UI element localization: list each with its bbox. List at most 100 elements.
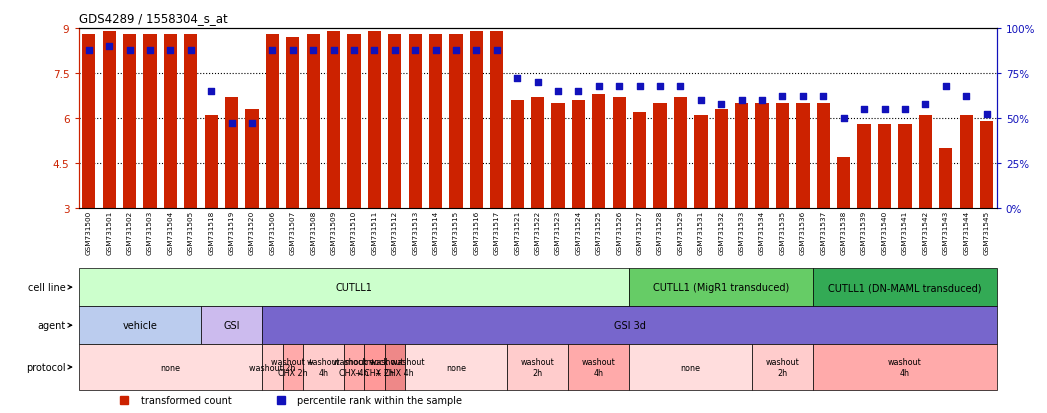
Text: GSM731510: GSM731510: [351, 210, 357, 254]
Point: [182, 47, 199, 54]
Bar: [837, 158, 850, 209]
Text: washout
4h: washout 4h: [582, 358, 616, 377]
Point: [692, 97, 709, 104]
Bar: [103, 32, 116, 209]
Text: GSM731520: GSM731520: [249, 210, 255, 254]
Bar: [184, 35, 198, 209]
Text: GSM731513: GSM731513: [413, 210, 418, 254]
Point: [489, 47, 506, 54]
Bar: [531, 98, 544, 209]
Bar: [735, 104, 749, 209]
Text: GSM731525: GSM731525: [596, 210, 602, 254]
Point: [407, 47, 424, 54]
Text: GSM731537: GSM731537: [820, 210, 826, 254]
Bar: [752, 344, 814, 390]
Text: GSM731529: GSM731529: [677, 210, 684, 254]
Bar: [388, 35, 401, 209]
Point: [917, 101, 934, 108]
Text: GSM731514: GSM731514: [432, 210, 439, 254]
Bar: [286, 38, 299, 209]
Text: GSM731542: GSM731542: [922, 210, 929, 254]
Text: mock washout
+ CHX 2h: mock washout + CHX 2h: [346, 358, 404, 377]
Text: GDS4289 / 1558304_s_at: GDS4289 / 1558304_s_at: [79, 12, 227, 25]
Point: [366, 47, 383, 54]
Bar: [262, 344, 283, 390]
Point: [876, 107, 893, 113]
Text: GSM731512: GSM731512: [392, 210, 398, 254]
Point: [326, 47, 342, 54]
Text: GSM731503: GSM731503: [147, 210, 153, 254]
Point: [346, 47, 362, 54]
Point: [978, 112, 995, 119]
Point: [836, 115, 852, 122]
Bar: [898, 125, 912, 209]
Bar: [384, 344, 405, 390]
Bar: [572, 101, 585, 209]
Point: [305, 47, 321, 54]
Point: [550, 88, 566, 95]
Text: GSM731517: GSM731517: [494, 210, 499, 254]
Text: washout +
CHX 4h: washout + CHX 4h: [333, 358, 376, 377]
Bar: [817, 104, 830, 209]
Text: GSI 3d: GSI 3d: [614, 320, 645, 330]
Text: GSM731544: GSM731544: [963, 210, 970, 254]
Bar: [877, 125, 891, 209]
Point: [121, 47, 138, 54]
Bar: [303, 344, 343, 390]
Text: agent: agent: [38, 320, 66, 330]
Point: [264, 47, 281, 54]
Bar: [612, 98, 626, 209]
Bar: [122, 35, 136, 209]
Text: GSM731500: GSM731500: [86, 210, 92, 254]
Text: washout
2h: washout 2h: [765, 358, 799, 377]
Point: [591, 83, 607, 90]
Text: GSM731508: GSM731508: [310, 210, 316, 254]
Point: [631, 83, 648, 90]
Point: [162, 47, 179, 54]
Bar: [694, 116, 708, 209]
Text: washout
4h: washout 4h: [307, 358, 340, 377]
Text: GSM731524: GSM731524: [576, 210, 581, 254]
Text: GSM731526: GSM731526: [617, 210, 622, 254]
Text: GSM731540: GSM731540: [882, 210, 888, 254]
Text: GSM731507: GSM731507: [290, 210, 295, 254]
Bar: [262, 306, 997, 344]
Bar: [343, 344, 364, 390]
Point: [468, 47, 485, 54]
Point: [285, 47, 302, 54]
Point: [733, 97, 750, 104]
Text: GSM731505: GSM731505: [187, 210, 194, 254]
Point: [896, 107, 913, 113]
Text: washout
4h: washout 4h: [888, 358, 921, 377]
Text: GSM731539: GSM731539: [861, 210, 867, 254]
Text: GSM731522: GSM731522: [535, 210, 540, 254]
Text: GSM731516: GSM731516: [473, 210, 480, 254]
Bar: [959, 116, 973, 209]
Point: [610, 83, 627, 90]
Bar: [569, 344, 629, 390]
Bar: [674, 98, 687, 209]
Bar: [79, 268, 629, 306]
Text: GSM731502: GSM731502: [127, 210, 133, 254]
Text: GSM731523: GSM731523: [555, 210, 561, 254]
Bar: [814, 344, 997, 390]
Point: [937, 83, 954, 90]
Point: [754, 97, 771, 104]
Bar: [797, 104, 809, 209]
Bar: [79, 306, 201, 344]
Point: [529, 79, 545, 86]
Bar: [82, 35, 95, 209]
Bar: [980, 122, 994, 209]
Text: GSM731511: GSM731511: [372, 210, 377, 254]
Bar: [653, 104, 667, 209]
Bar: [163, 35, 177, 209]
Bar: [204, 116, 218, 209]
Text: washout +
CHX 2h: washout + CHX 2h: [271, 358, 314, 377]
Text: vehicle: vehicle: [122, 320, 157, 330]
Text: mock washout
+ CHX 4h: mock washout + CHX 4h: [365, 358, 424, 377]
Text: GSM731515: GSM731515: [453, 210, 459, 254]
Point: [795, 94, 811, 100]
Point: [141, 47, 158, 54]
Bar: [857, 125, 871, 209]
Text: GSM731521: GSM731521: [514, 210, 520, 254]
